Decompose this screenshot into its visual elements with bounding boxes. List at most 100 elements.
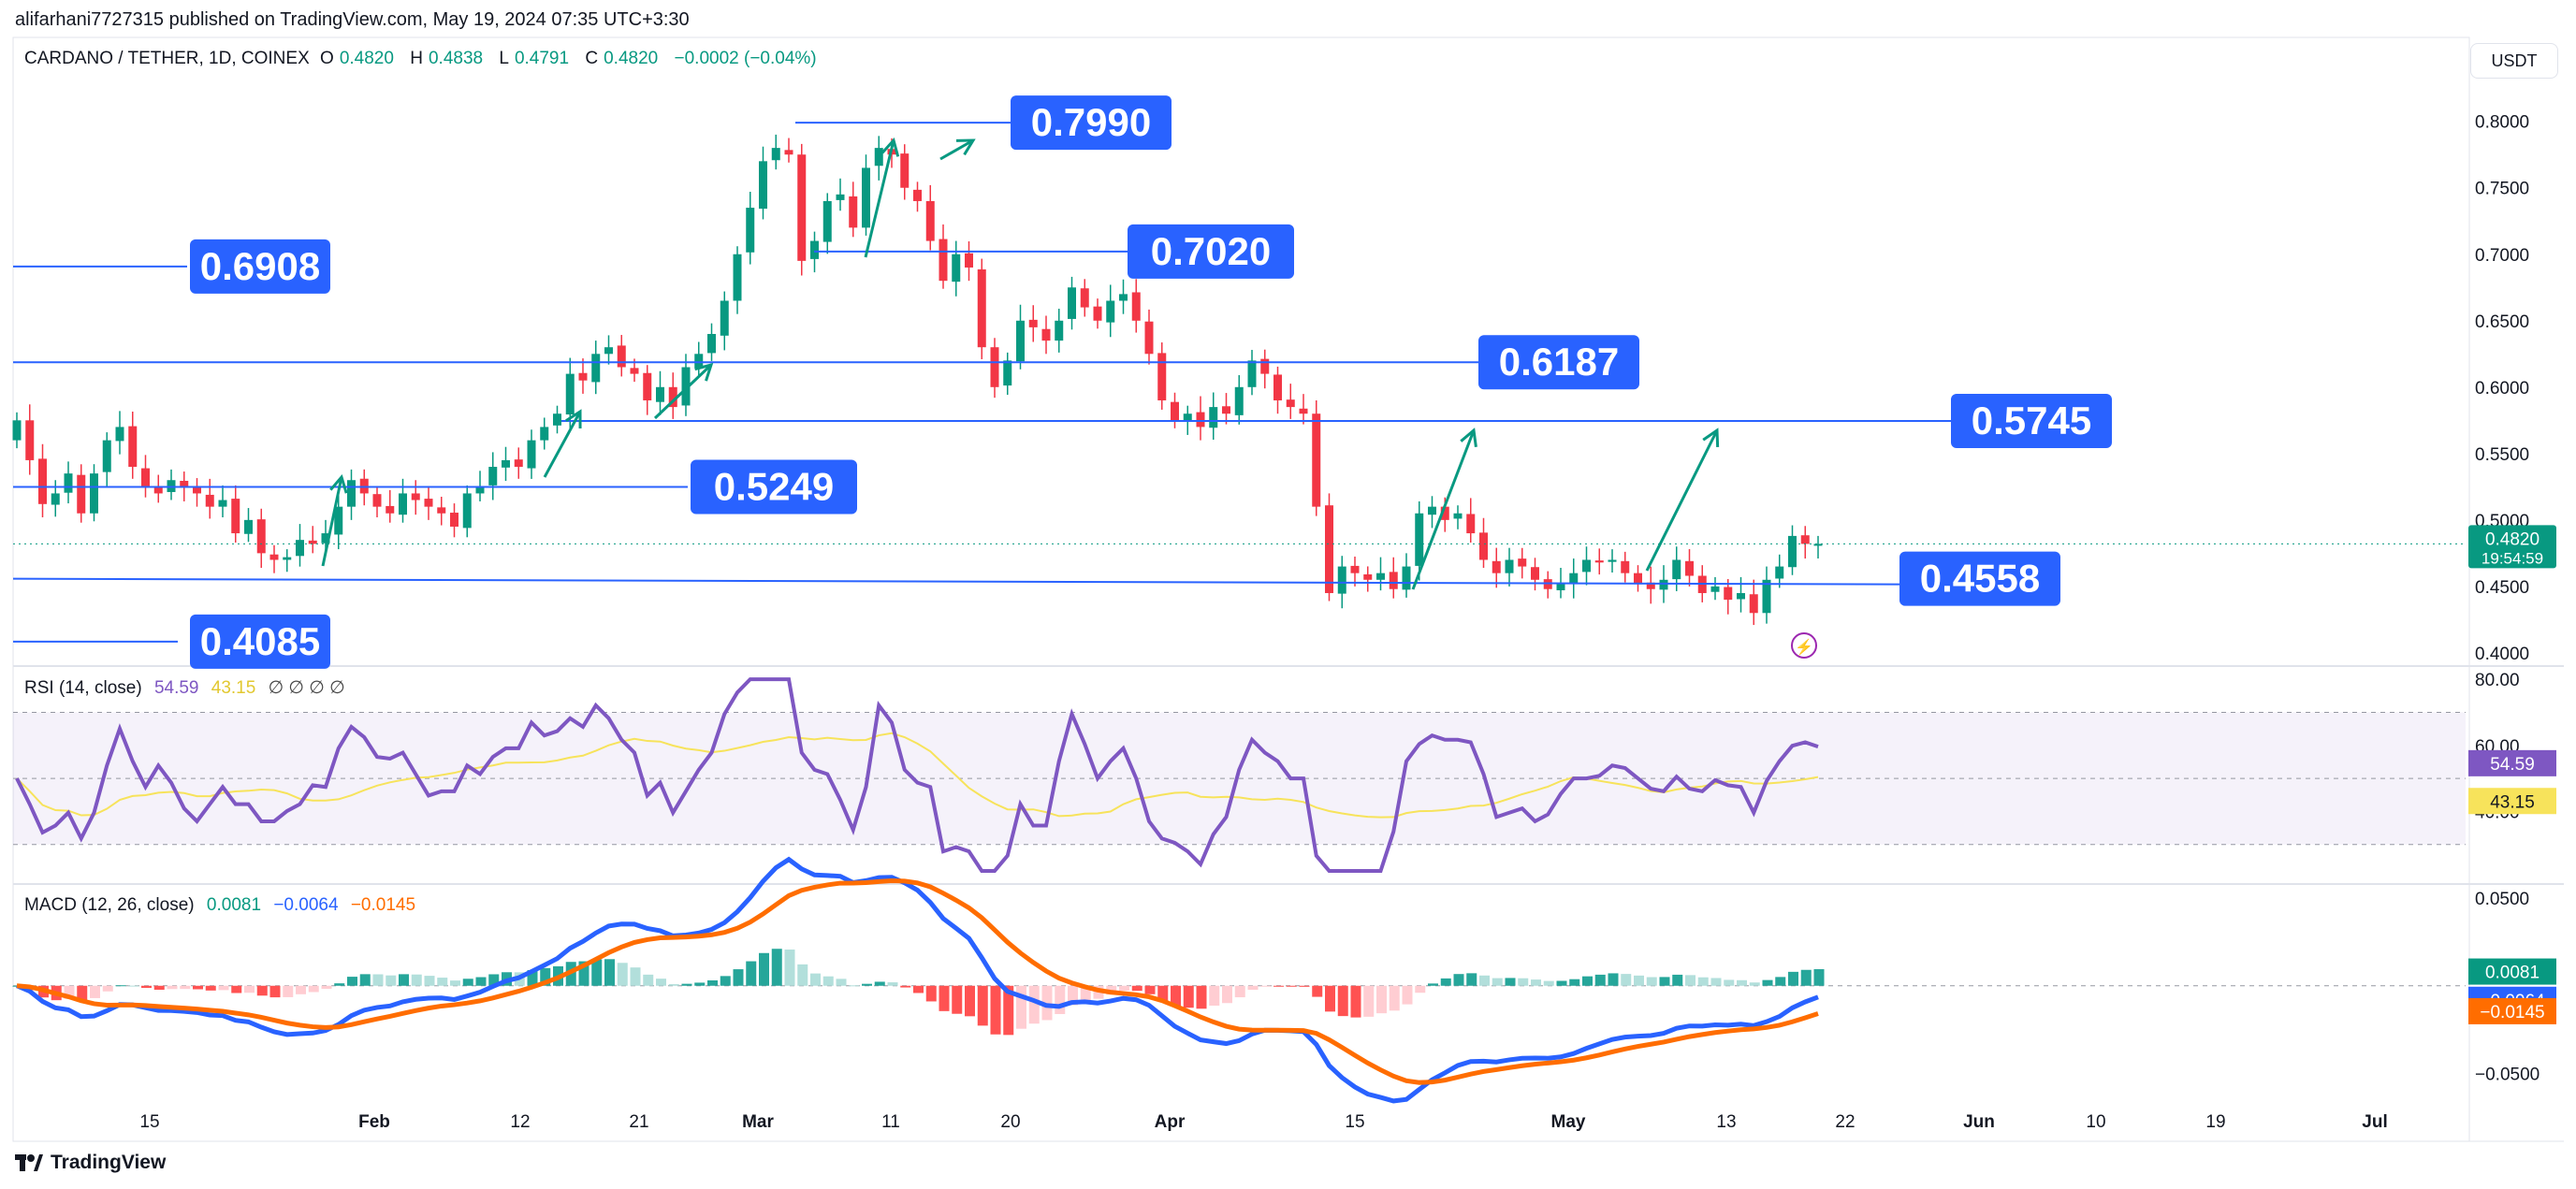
price-label-box (190, 239, 330, 294)
candle-up (771, 148, 780, 161)
time-axis-tick: Feb (358, 1112, 390, 1132)
macd-histogram-bar (681, 983, 692, 986)
candle-down (141, 468, 150, 487)
candle-up (720, 300, 729, 336)
time-axis-tick: 12 (510, 1112, 530, 1132)
price-label-box (1128, 224, 1294, 279)
candle-up (1710, 586, 1720, 592)
macd-histogram-bar (707, 979, 718, 986)
candle-down (450, 513, 458, 527)
macd-histogram-bar (591, 959, 603, 986)
macd-histogram-bar (424, 976, 435, 986)
macd-histogram-bar (771, 949, 782, 986)
candle-down (180, 480, 189, 487)
price-label: 0.5249 (714, 464, 834, 508)
time-axis-tick: 21 (629, 1112, 648, 1132)
macd-histogram-bar (1608, 973, 1619, 986)
macd-histogram-bar (643, 974, 654, 986)
macd-histogram-bar (1531, 979, 1541, 986)
macd-histogram-bar (1428, 983, 1438, 986)
macd-histogram-bar (1376, 985, 1387, 1014)
candle-up (1788, 535, 1797, 568)
macd-histogram-bar (656, 979, 666, 986)
macd-histogram-bar (1440, 978, 1451, 986)
trend-arrow-head (694, 362, 714, 382)
macd-histogram-bar (604, 959, 615, 986)
price-label: 0.4085 (200, 619, 320, 663)
tradingview-logo[interactable]: TradingView (15, 1152, 166, 1174)
candle-down (1363, 573, 1373, 580)
horizontal-line (12, 577, 1900, 586)
candle-up (12, 420, 22, 441)
macd-histogram-bar (296, 985, 306, 994)
candle-up (1737, 592, 1745, 600)
candle-down (990, 347, 999, 387)
candle-up (1428, 506, 1436, 515)
macd-histogram-bar (205, 985, 216, 991)
candle-up (1505, 559, 1514, 573)
ohlc-high: H 0.4838 (410, 49, 484, 68)
candle-down (128, 426, 138, 468)
candle-down (1389, 572, 1398, 589)
macd-histogram-bar (1157, 985, 1169, 1001)
candle-up (1556, 584, 1565, 590)
candle-down (1312, 413, 1321, 507)
candle-up (1234, 386, 1244, 415)
currency-button[interactable]: USDT (2470, 43, 2558, 79)
macd-histogram-bar (810, 973, 821, 986)
trend-arrow (939, 138, 974, 161)
macd-histogram-bar (283, 985, 294, 997)
candle-down (1131, 292, 1141, 321)
candle-down (372, 494, 382, 507)
macd-histogram-bar (1171, 985, 1181, 1007)
macd-hist-value: 0.0081 (206, 895, 262, 915)
macd-value: −0.0064 (273, 895, 339, 915)
time-axis-tick: 15 (139, 1112, 159, 1132)
candle-up (1016, 320, 1025, 362)
candle-up (527, 440, 536, 469)
symbol-legend[interactable]: CARDANO / TETHER, 1D, COINEX O 0.4820 H 0.… (24, 49, 822, 69)
candle-up (64, 473, 73, 493)
macd-histogram-bar (244, 985, 255, 993)
time-axis-tick: Jun (1963, 1112, 1995, 1132)
macd-histogram-bar (720, 976, 731, 986)
time-axis-tick: Apr (1155, 1112, 1186, 1132)
rsi-ma-badge (2468, 788, 2556, 815)
candle-down (977, 268, 986, 348)
macd-histogram-bar (1800, 969, 1812, 986)
trend-arrow-head (955, 138, 976, 156)
time-axis-tick: May (1551, 1112, 1586, 1132)
macd-histogram-bar (1762, 979, 1773, 986)
candle-down (925, 200, 935, 241)
macd-histogram-bar (1724, 979, 1735, 986)
bar-countdown: 19:54:59 (2481, 549, 2543, 567)
candle-down (1350, 565, 1360, 573)
macd-histogram-bar (1710, 978, 1722, 986)
rsi-legend[interactable]: RSI (14, close) 54.59 43.15 ∅ ∅ ∅ ∅ (24, 677, 353, 699)
candle-down (913, 189, 922, 201)
time-axis-tick: 13 (1716, 1112, 1736, 1132)
candle-up (90, 473, 98, 514)
price-label: 0.5745 (1972, 399, 2091, 442)
macd-histogram-bar (334, 983, 345, 986)
macd-histogram-bar (668, 984, 679, 986)
macd-histogram-bar (321, 985, 332, 990)
candle-down (1325, 505, 1333, 593)
price-label-box (691, 459, 857, 515)
candle-down (25, 420, 35, 460)
macd-histogram-bar (1479, 975, 1490, 986)
macd-histogram-bar (308, 985, 319, 993)
candle-down (153, 486, 163, 494)
macd-legend[interactable]: MACD (12, 26, close) 0.0081 −0.0064 −0.0… (24, 895, 423, 916)
candle-down (1466, 514, 1476, 534)
candle-down (1028, 319, 1038, 327)
macd-histogram-bar (231, 985, 242, 993)
candle-down (578, 372, 588, 381)
macd-histogram-bar (128, 985, 139, 987)
macd-value-badge-text: −0.0145 (2480, 1003, 2544, 1022)
ohlc-open: O 0.4820 (320, 49, 394, 68)
macd-histogram-bar (1556, 980, 1567, 986)
macd-histogram-bar (1119, 985, 1129, 992)
macd-histogram-bar (746, 961, 757, 986)
